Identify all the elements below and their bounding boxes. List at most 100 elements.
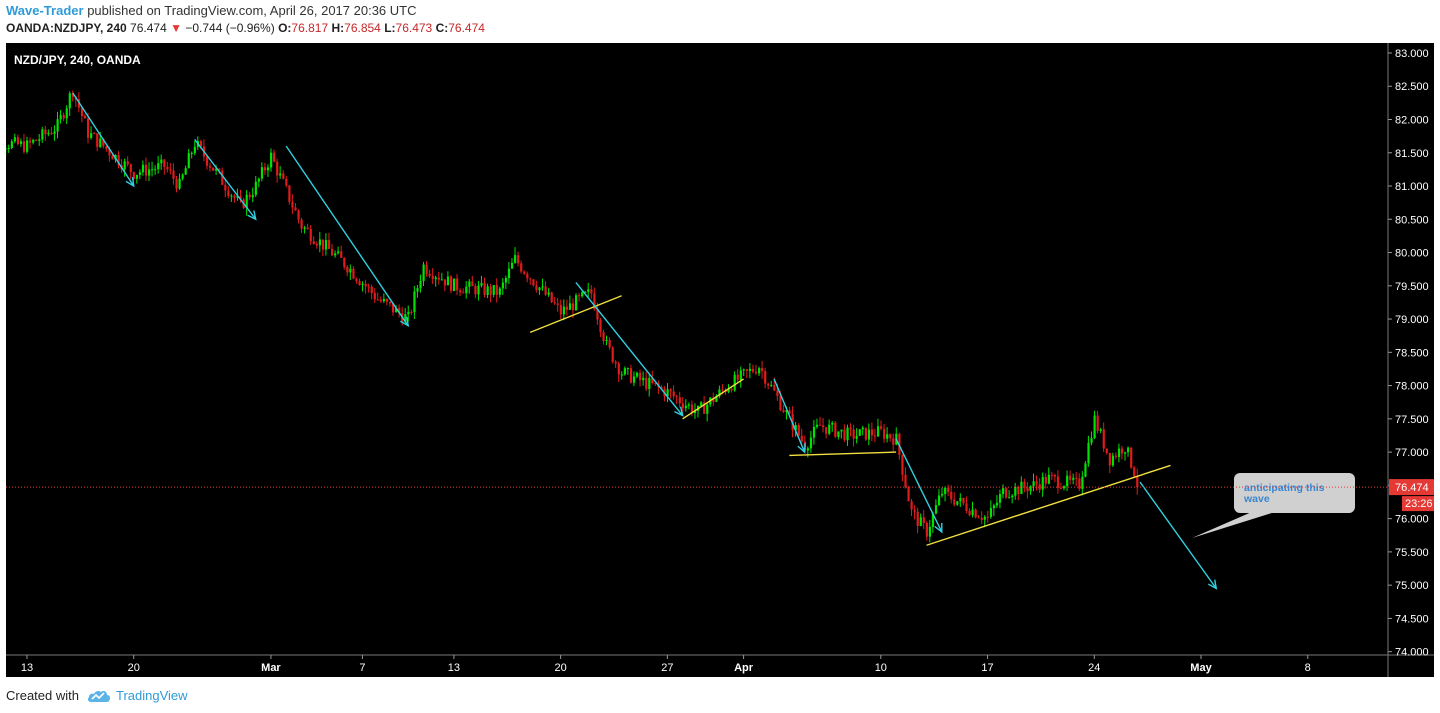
wave-arrow	[895, 438, 943, 533]
candle-down	[276, 161, 279, 176]
candle-up	[886, 434, 889, 439]
candle-down	[410, 311, 413, 313]
candle-up	[931, 513, 935, 527]
candle-up	[983, 516, 986, 520]
candle-down	[437, 277, 440, 280]
candle-up	[404, 314, 407, 323]
candle-up	[279, 173, 282, 176]
candle-up	[1063, 486, 1066, 489]
time-tick-label: 20	[555, 662, 567, 674]
candle-up	[395, 307, 398, 313]
candle-up	[10, 141, 13, 148]
candle-down	[1078, 478, 1081, 489]
price-change: −0.744 (−0.96%)	[185, 21, 275, 35]
time-tick-label: 10	[875, 662, 887, 674]
candle-down	[263, 167, 267, 171]
candle-down	[175, 178, 178, 189]
candle-down	[291, 201, 294, 208]
candle-up	[840, 429, 843, 432]
price-tick-label: 82.000	[1395, 115, 1429, 127]
callout-tail	[1192, 511, 1278, 538]
candle-down	[1102, 429, 1105, 449]
candle-down	[398, 307, 401, 314]
candle-down	[50, 132, 53, 134]
candle-up	[815, 424, 819, 427]
candle-up	[236, 196, 239, 198]
candle-down	[599, 319, 602, 333]
candle-up	[318, 239, 322, 246]
candle-down	[544, 286, 547, 295]
candle-down	[822, 425, 825, 428]
candle-down	[947, 487, 950, 492]
candle-down	[571, 303, 575, 311]
candle-up	[706, 404, 709, 414]
candle-up	[160, 159, 163, 164]
candle-up	[626, 368, 630, 370]
candle-up	[1081, 476, 1084, 489]
candle-up	[151, 169, 154, 171]
candle-down	[608, 340, 611, 348]
candle-down	[1096, 415, 1099, 431]
chart-panel[interactable]: anticipating this wave 83.000 82.500 82.000…	[0, 43, 1434, 677]
candle-up	[266, 167, 270, 171]
candle-up	[937, 495, 941, 506]
candle-down	[474, 286, 477, 295]
candle-up	[440, 279, 444, 281]
candle-down	[910, 501, 913, 510]
candle-down	[297, 210, 300, 220]
candle-down	[385, 299, 389, 302]
candle-up	[809, 437, 813, 449]
candle-up	[99, 138, 102, 147]
candle-down	[111, 155, 114, 160]
candle-up	[1117, 448, 1121, 457]
low-label: L:	[384, 21, 396, 35]
candle-down	[1108, 453, 1111, 466]
candle-up	[334, 253, 337, 256]
candle-down	[294, 207, 297, 211]
candle-down	[660, 387, 663, 389]
candle-up	[1090, 438, 1093, 443]
time-tick-label: 17	[981, 662, 993, 674]
candle-down	[212, 167, 215, 171]
candle-down	[388, 301, 392, 304]
candle-down	[773, 384, 776, 391]
wave-arrow	[773, 378, 806, 453]
price-tick-label: 75.500	[1395, 547, 1429, 559]
open-label: O:	[278, 21, 292, 35]
candle-down	[1023, 481, 1026, 488]
candle-down	[1136, 476, 1139, 488]
candle-down	[797, 425, 800, 436]
wave-arrowhead	[247, 210, 257, 221]
candle-up	[514, 255, 517, 263]
candle-up	[59, 115, 62, 120]
candle-up	[541, 286, 544, 288]
wave-arrowhead	[1208, 579, 1218, 590]
candle-up	[138, 172, 142, 175]
candle-down	[495, 285, 498, 295]
candle-up	[687, 404, 691, 406]
candle-up	[135, 174, 139, 179]
candle-down	[517, 255, 520, 264]
candle-down	[1059, 487, 1063, 489]
high-label: H:	[331, 21, 345, 35]
candle-up	[434, 277, 437, 280]
price-tick-label: 79.000	[1395, 314, 1429, 326]
candle-down	[873, 435, 877, 437]
price-tick-label: 80.500	[1395, 214, 1429, 226]
candle-down	[526, 273, 529, 279]
price-tick-label: 78.500	[1395, 347, 1429, 359]
candle-up	[992, 505, 996, 509]
candle-down	[745, 369, 749, 371]
tradingview-link[interactable]: TradingView	[87, 688, 188, 703]
candle-up	[324, 240, 328, 250]
author-link[interactable]: Wave-Trader	[6, 3, 84, 18]
candle-down	[331, 248, 334, 256]
candle-down	[880, 426, 883, 429]
candle-down	[1050, 474, 1054, 476]
candle-down	[1017, 486, 1020, 495]
candle-up	[648, 378, 651, 389]
candle-down	[1114, 455, 1118, 457]
candle-down	[80, 107, 84, 117]
